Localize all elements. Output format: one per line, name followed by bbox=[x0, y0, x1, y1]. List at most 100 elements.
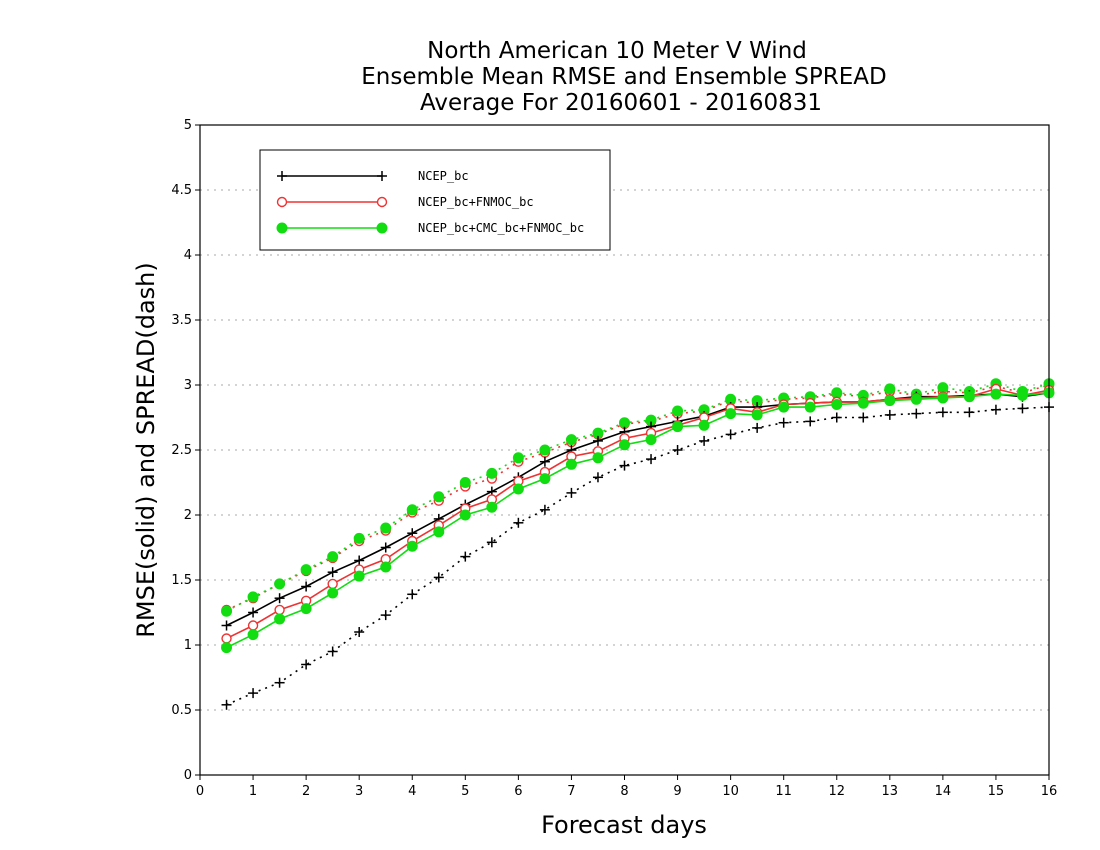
rmse-point bbox=[990, 388, 1002, 400]
rmse-point bbox=[327, 578, 338, 590]
rmse-point bbox=[698, 419, 710, 431]
spread-point bbox=[274, 677, 285, 688]
chart-title-line-3: Average For 20160601 - 20160831 bbox=[420, 90, 822, 116]
rmse-point bbox=[592, 452, 604, 464]
y-tick-label: 3.5 bbox=[171, 313, 192, 328]
spread-point bbox=[566, 487, 577, 498]
rmse-point bbox=[857, 397, 869, 409]
spread-point bbox=[221, 605, 233, 617]
spread-line-1 bbox=[226, 384, 1050, 611]
x-tick-label: 7 bbox=[567, 784, 575, 799]
chart-title-line-2: Ensemble Mean RMSE and Ensemble SPREAD bbox=[361, 64, 886, 90]
spread-point bbox=[248, 688, 259, 699]
spread-point bbox=[539, 444, 551, 456]
rmse-point bbox=[512, 483, 524, 495]
x-tick-label: 1 bbox=[249, 784, 257, 799]
rmse-point bbox=[247, 629, 259, 641]
spread-point bbox=[247, 591, 259, 603]
spread-point bbox=[460, 551, 471, 562]
chart-title-line-1: North American 10 Meter V Wind bbox=[427, 38, 807, 64]
rmse-point bbox=[274, 593, 285, 604]
spread-point bbox=[646, 454, 657, 465]
rmse-point bbox=[353, 570, 365, 582]
rmse-point bbox=[910, 393, 922, 405]
x-tick-label: 14 bbox=[935, 784, 952, 799]
rmse-point bbox=[592, 435, 603, 446]
legend-label-0: NCEP_bc bbox=[418, 169, 469, 183]
spread-point bbox=[221, 699, 232, 710]
spread-point bbox=[778, 417, 789, 428]
rmse-point bbox=[565, 458, 577, 470]
spread-point bbox=[353, 532, 365, 544]
spread-point bbox=[565, 434, 577, 446]
legend-marker bbox=[377, 171, 387, 181]
x-tick-label: 6 bbox=[514, 784, 522, 799]
spread-point bbox=[672, 445, 683, 455]
y-tick-label: 4.5 bbox=[171, 183, 192, 198]
rmse-point bbox=[539, 456, 550, 467]
legend-box bbox=[259, 149, 611, 251]
rmse-point bbox=[486, 501, 498, 513]
x-tick-label: 11 bbox=[775, 784, 792, 799]
rmse-point bbox=[221, 642, 233, 654]
x-tick-label: 9 bbox=[673, 784, 681, 799]
y-tick-label: 1.5 bbox=[171, 573, 192, 588]
legend: NCEP_bc NCEP_bc+FNMOC_bc NCEP_bc+CMC_bc+FN… bbox=[259, 149, 611, 251]
rmse-point bbox=[459, 509, 471, 521]
x-tick-label: 4 bbox=[408, 784, 416, 799]
spread-point bbox=[486, 537, 497, 548]
x-tick-label: 16 bbox=[1041, 784, 1058, 799]
y-tick-label: 1 bbox=[184, 638, 192, 653]
legend-label-1: NCEP_bc+FNMOC_bc bbox=[418, 195, 534, 209]
rmse-point bbox=[672, 421, 684, 433]
rmse-point bbox=[539, 473, 551, 485]
spread-point bbox=[433, 491, 445, 503]
spread-point bbox=[990, 404, 1001, 415]
rmse-line-0 bbox=[226, 392, 1050, 627]
rmse-point bbox=[778, 401, 790, 413]
spread-point bbox=[274, 578, 286, 590]
spread-point bbox=[831, 387, 843, 399]
rmse-point bbox=[327, 567, 338, 578]
y-tick-label: 0 bbox=[184, 768, 192, 783]
spread-point bbox=[300, 564, 312, 576]
rmse-point bbox=[221, 620, 232, 631]
rmse-point bbox=[274, 604, 285, 616]
spread-point bbox=[327, 551, 339, 563]
spread-point bbox=[858, 412, 869, 423]
rmse-point bbox=[380, 561, 392, 573]
x-tick-label: 8 bbox=[620, 784, 628, 799]
spread-point bbox=[752, 422, 763, 433]
spread-point bbox=[327, 646, 338, 657]
axis-ticks: 00.511.522.533.544.550 1 2 3 4 5 6 7 8 9 10 11 12 13 1… bbox=[171, 118, 1057, 799]
x-tick-label: 15 bbox=[988, 784, 1005, 799]
rmse-point bbox=[406, 540, 418, 552]
rmse-point bbox=[963, 391, 975, 403]
rmse-point bbox=[248, 607, 259, 618]
spread-point bbox=[513, 517, 524, 528]
rmse-line-2 bbox=[226, 392, 1050, 649]
spread-point bbox=[512, 452, 524, 464]
x-tick-label: 5 bbox=[461, 784, 469, 799]
x-tick-label: 3 bbox=[355, 784, 363, 799]
spread-point bbox=[884, 409, 895, 420]
legend-marker bbox=[376, 222, 388, 234]
spread-point bbox=[380, 610, 391, 621]
rmse-point bbox=[1016, 389, 1028, 401]
spread-line-2 bbox=[226, 382, 1050, 612]
legend-label-2: NCEP_bc+CMC_bc+FNMOC_bc bbox=[418, 221, 584, 235]
spread-point bbox=[805, 416, 816, 427]
x-tick-label: 2 bbox=[302, 784, 310, 799]
spread-point bbox=[937, 382, 949, 394]
x-tick-label: 13 bbox=[882, 784, 899, 799]
rmse-point bbox=[327, 587, 339, 599]
spread-point bbox=[831, 412, 842, 423]
rmse-line-1 bbox=[226, 388, 1050, 640]
rmse-point bbox=[645, 434, 657, 446]
rmse-point bbox=[831, 399, 843, 410]
y-tick-label: 2 bbox=[184, 508, 192, 523]
spread-point bbox=[407, 589, 418, 600]
legend-marker bbox=[376, 196, 388, 208]
y-tick-label: 3 bbox=[184, 378, 192, 393]
